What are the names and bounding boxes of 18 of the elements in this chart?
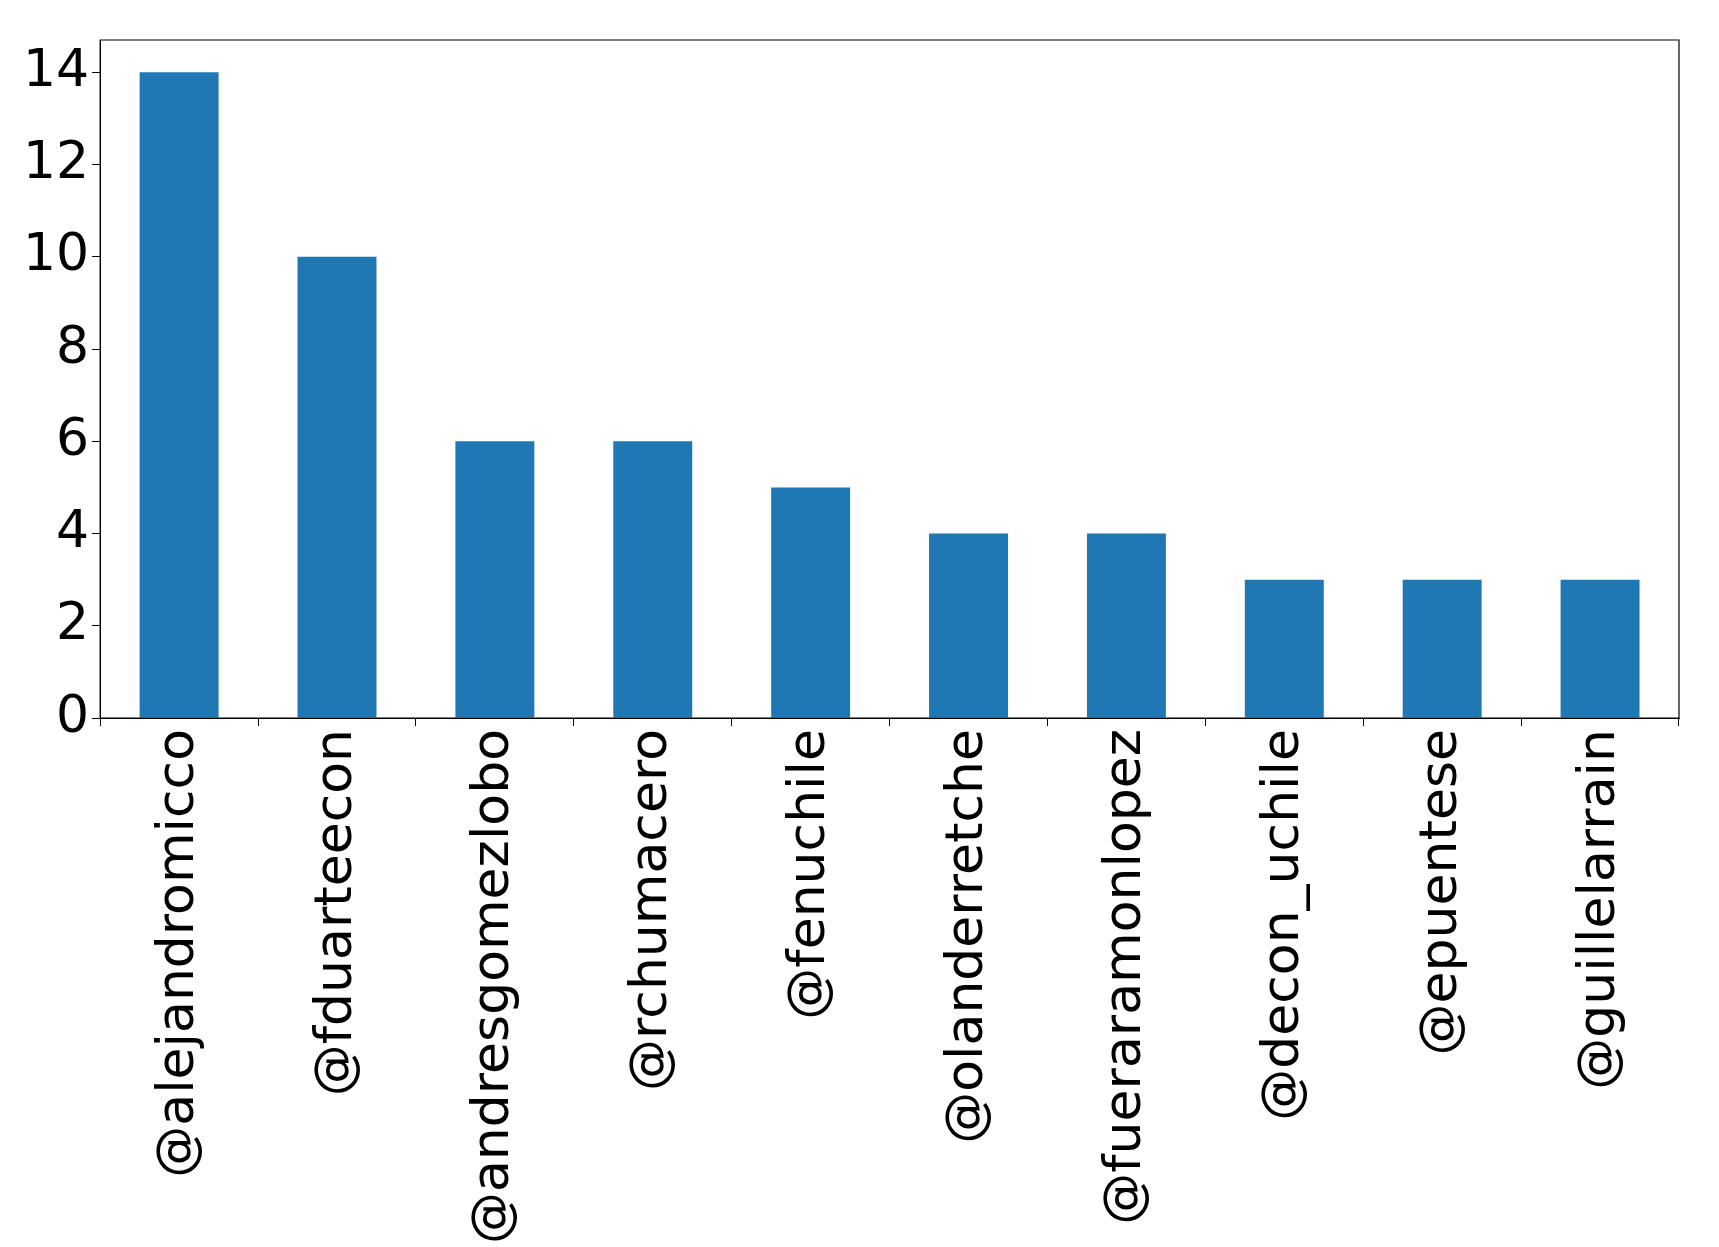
x-tick-label: @rchumacero (618, 729, 679, 1091)
x-tick-label: @fueraramonlopez (1091, 729, 1152, 1225)
x-tick-label: @andresgomezlobo (460, 729, 521, 1244)
y-tick-label: 6 (56, 406, 90, 467)
y-tick-label: 2 (56, 591, 90, 652)
x-tick-label: @olanderretche (934, 729, 995, 1144)
y-tick-label: 10 (23, 222, 90, 283)
x-tick-label: @alejandromicco (144, 729, 205, 1178)
x-tick-label: @fenuchile (776, 729, 837, 1020)
x-tick-label: @epuentese (1407, 729, 1468, 1056)
x-tick-label: @guillelarrain (1565, 729, 1626, 1090)
x-tick-label: @fduarteecon (302, 729, 363, 1097)
y-tick-label: 8 (56, 314, 90, 375)
y-tick-label: 14 (23, 37, 90, 98)
y-tick-label: 0 (56, 683, 90, 744)
y-tick-label: 12 (23, 130, 90, 191)
x-tick-label: @decon_uchile (1249, 729, 1310, 1121)
y-tick-label: 4 (56, 499, 90, 560)
